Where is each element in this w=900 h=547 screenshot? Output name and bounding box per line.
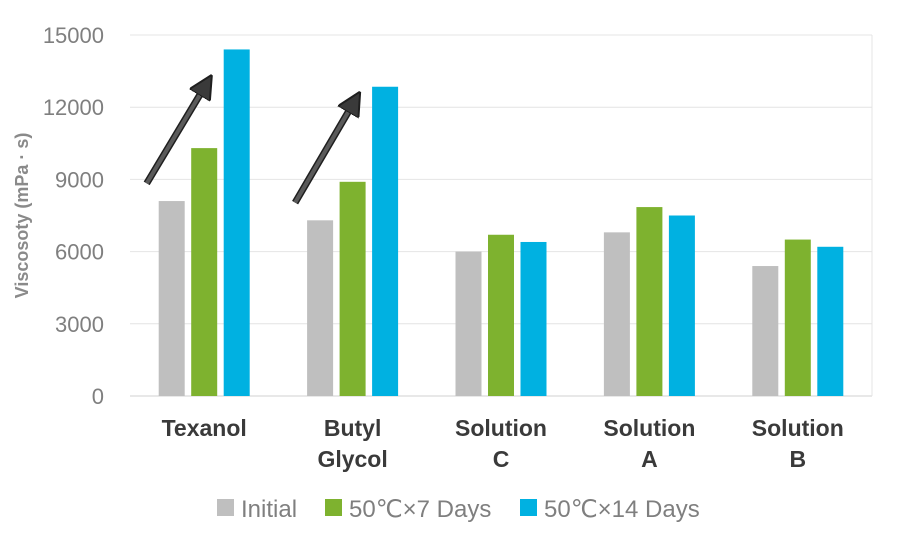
bar <box>488 234 514 396</box>
trend-arrows <box>143 85 354 205</box>
y-tick-label: 15000 <box>43 23 104 48</box>
legend-label: 50℃×7 Days <box>349 496 491 523</box>
x-tick-label: Solution A <box>603 415 695 472</box>
bar <box>668 215 695 396</box>
y-axis-ticks: 0 3000 6000 9000 12000 15000 <box>43 23 104 409</box>
bars <box>158 49 844 396</box>
bar <box>784 239 811 396</box>
bar <box>636 207 663 396</box>
bar <box>603 232 630 396</box>
bar <box>158 201 185 396</box>
legend-swatch <box>520 499 537 516</box>
bar <box>455 251 482 396</box>
legend-label: 50℃×14 Days <box>544 496 700 523</box>
y-tick-label: 9000 <box>55 167 104 192</box>
bar <box>752 266 779 396</box>
y-tick-label: 6000 <box>55 240 104 265</box>
trend-arrow <box>144 85 206 185</box>
bar <box>372 86 399 396</box>
bar <box>307 220 334 396</box>
legend: Initial 50℃×7 Days 50℃×14 Days <box>217 496 700 523</box>
y-axis-label: Viscosoty (mPa · s) <box>12 133 32 299</box>
x-tick-label: Texanol <box>162 415 247 441</box>
y-tick-label: 12000 <box>43 95 104 120</box>
legend-swatch <box>325 499 342 516</box>
x-tick-label: Butyl Glycol <box>317 415 387 472</box>
legend-swatch <box>217 499 234 516</box>
legend-label: Initial <box>241 496 297 523</box>
y-tick-label: 3000 <box>55 312 104 337</box>
bar <box>520 241 547 396</box>
y-tick-label: 0 <box>92 384 104 409</box>
x-tick-label: Solution C <box>455 415 547 472</box>
x-tick-label: Solution B <box>752 415 844 472</box>
bar <box>223 49 250 396</box>
bar <box>191 148 218 396</box>
trend-arrow <box>293 102 354 204</box>
x-axis-ticks: Texanol Butyl Glycol Solution C Solution A Solu… <box>162 415 844 472</box>
bar <box>339 181 366 396</box>
bar <box>817 246 844 396</box>
